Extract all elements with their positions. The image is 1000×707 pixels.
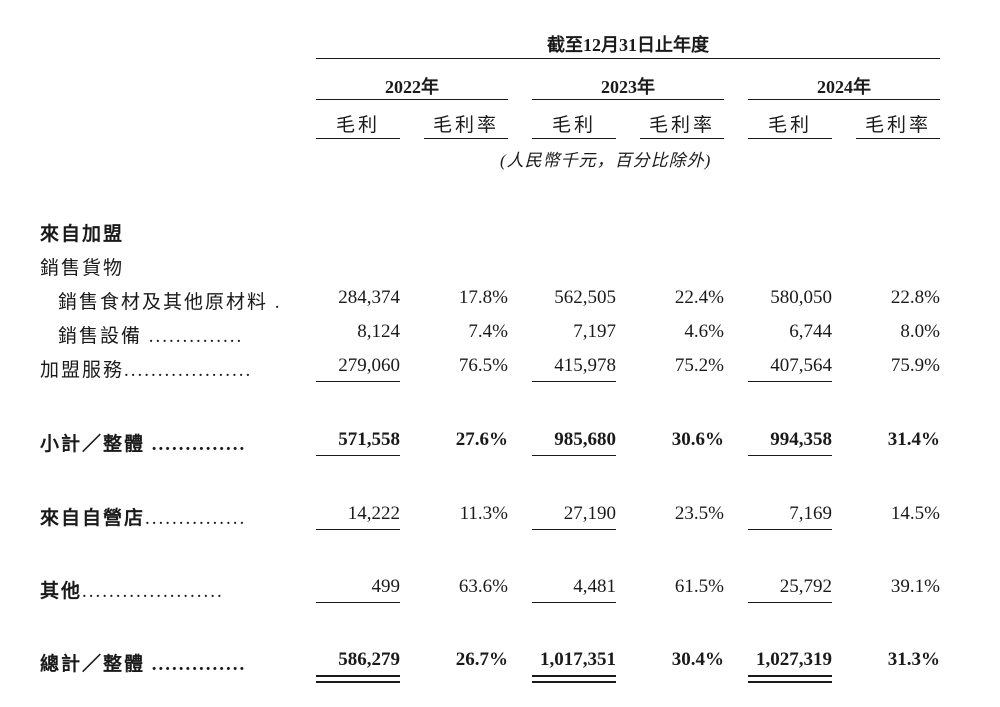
franchise-heading: 來自加盟 [40, 224, 125, 245]
col-underline-1 [316, 138, 400, 139]
col-gross-profit-2023: 毛利 [551, 115, 596, 136]
cell: 26.7% [455, 649, 508, 670]
cell: 985,680 [554, 429, 616, 450]
cell: 407,564 [770, 355, 832, 376]
col-underline-5 [748, 138, 832, 139]
cell: 27.6% [455, 429, 508, 450]
cell: 22.8% [890, 287, 940, 308]
cell: 284,374 [338, 287, 400, 308]
col-gross-profit-2022: 毛利 [335, 115, 380, 136]
leader-dots: ............... [145, 508, 247, 529]
cell: 6,744 [789, 321, 832, 342]
col-underline-2 [424, 138, 508, 139]
cell: 14,222 [347, 503, 400, 524]
row-label-equipment: 銷售設備 .............. [58, 326, 244, 347]
year-2023: 2023年 [601, 77, 655, 97]
sum-line [532, 529, 616, 530]
leader-dots: .............. [151, 434, 247, 455]
cell: 31.4% [887, 429, 940, 450]
cell: 39.1% [890, 576, 940, 597]
year-2024: 2024年 [817, 77, 871, 97]
leader-dots: .............. [151, 654, 247, 675]
cell: 7,169 [789, 503, 832, 524]
year-2024-underline [748, 99, 940, 100]
sum-line [748, 455, 832, 456]
sum-line [532, 381, 616, 382]
sum-line [748, 529, 832, 530]
cell: 30.6% [671, 429, 724, 450]
cell: 14.5% [890, 503, 940, 524]
sales-goods-heading: 銷售貨物 [40, 258, 125, 279]
cell: 11.3% [459, 503, 508, 524]
sum-line [316, 381, 400, 382]
cell: 994,358 [770, 429, 832, 450]
cell: 571,558 [338, 429, 400, 450]
col-gross-profit-2024: 毛利 [767, 115, 812, 136]
cell: 75.2% [674, 355, 724, 376]
total-double-line-top [532, 675, 616, 677]
cell: 17.8% [458, 287, 508, 308]
row-label-food-ingredients: 銷售食材及其他原材料 . [58, 292, 282, 313]
leader-dots: .............. [148, 326, 244, 347]
col-underline-4 [640, 138, 724, 139]
cell: 76.5% [458, 355, 508, 376]
cell: 23.5% [674, 503, 724, 524]
cell: 8.0% [900, 321, 940, 342]
cell: 61.5% [674, 576, 724, 597]
cell: 8,124 [357, 321, 400, 342]
total-double-line-top [748, 675, 832, 677]
cell: 415,978 [554, 355, 616, 376]
cell: 1,017,351 [540, 649, 616, 670]
sum-line [316, 529, 400, 530]
cell: 4.6% [684, 321, 724, 342]
row-label-subtotal: 小計／整體 .............. [40, 434, 247, 455]
cell: 1,027,319 [756, 649, 832, 670]
col-underline-6 [856, 138, 940, 139]
cell: 7.4% [468, 321, 508, 342]
year-2023-underline [532, 99, 724, 100]
leader-dots: ................... [124, 360, 253, 381]
cell: 75.9% [890, 355, 940, 376]
total-double-line-bottom [532, 681, 616, 683]
total-double-line-bottom [748, 681, 832, 683]
cell: 22.4% [674, 287, 724, 308]
total-double-line-bottom [316, 681, 400, 683]
leader-dots: . [274, 292, 282, 313]
cell: 63.6% [458, 576, 508, 597]
period-title-underline [316, 58, 940, 59]
sum-line [748, 381, 832, 382]
row-label-others: 其他..................... [40, 581, 224, 602]
cell: 580,050 [770, 287, 832, 308]
col-underline-3 [532, 138, 616, 139]
total-double-line-top [316, 675, 400, 677]
row-label-franchise-services: 加盟服務................... [40, 360, 253, 381]
period-title: 截至12月31日止年度 [547, 35, 709, 55]
sum-line [532, 455, 616, 456]
cell: 562,505 [554, 287, 616, 308]
sum-line [316, 602, 400, 603]
sum-line [316, 455, 400, 456]
cell: 31.3% [887, 649, 940, 670]
cell: 25,792 [779, 576, 832, 597]
year-2022-underline [316, 99, 508, 100]
cell: 27,190 [563, 503, 616, 524]
col-gross-margin-2024: 毛利率 [864, 115, 931, 136]
cell: 30.4% [671, 649, 724, 670]
year-2022: 2022年 [385, 77, 439, 97]
row-label-self-operated: 來自自營店............... [40, 508, 247, 529]
col-gross-margin-2023: 毛利率 [648, 115, 715, 136]
cell: 586,279 [338, 649, 400, 670]
cell: 279,060 [338, 355, 400, 376]
row-label-total: 總計／整體 .............. [40, 654, 247, 675]
leader-dots: ..................... [82, 581, 224, 602]
unit-note: (人民幣千元，百分比除外) [500, 151, 712, 170]
sum-line [748, 602, 832, 603]
cell: 4,481 [573, 576, 616, 597]
sum-line [532, 602, 616, 603]
cell: 499 [371, 576, 401, 597]
col-gross-margin-2022: 毛利率 [432, 115, 499, 136]
cell: 7,197 [573, 321, 616, 342]
